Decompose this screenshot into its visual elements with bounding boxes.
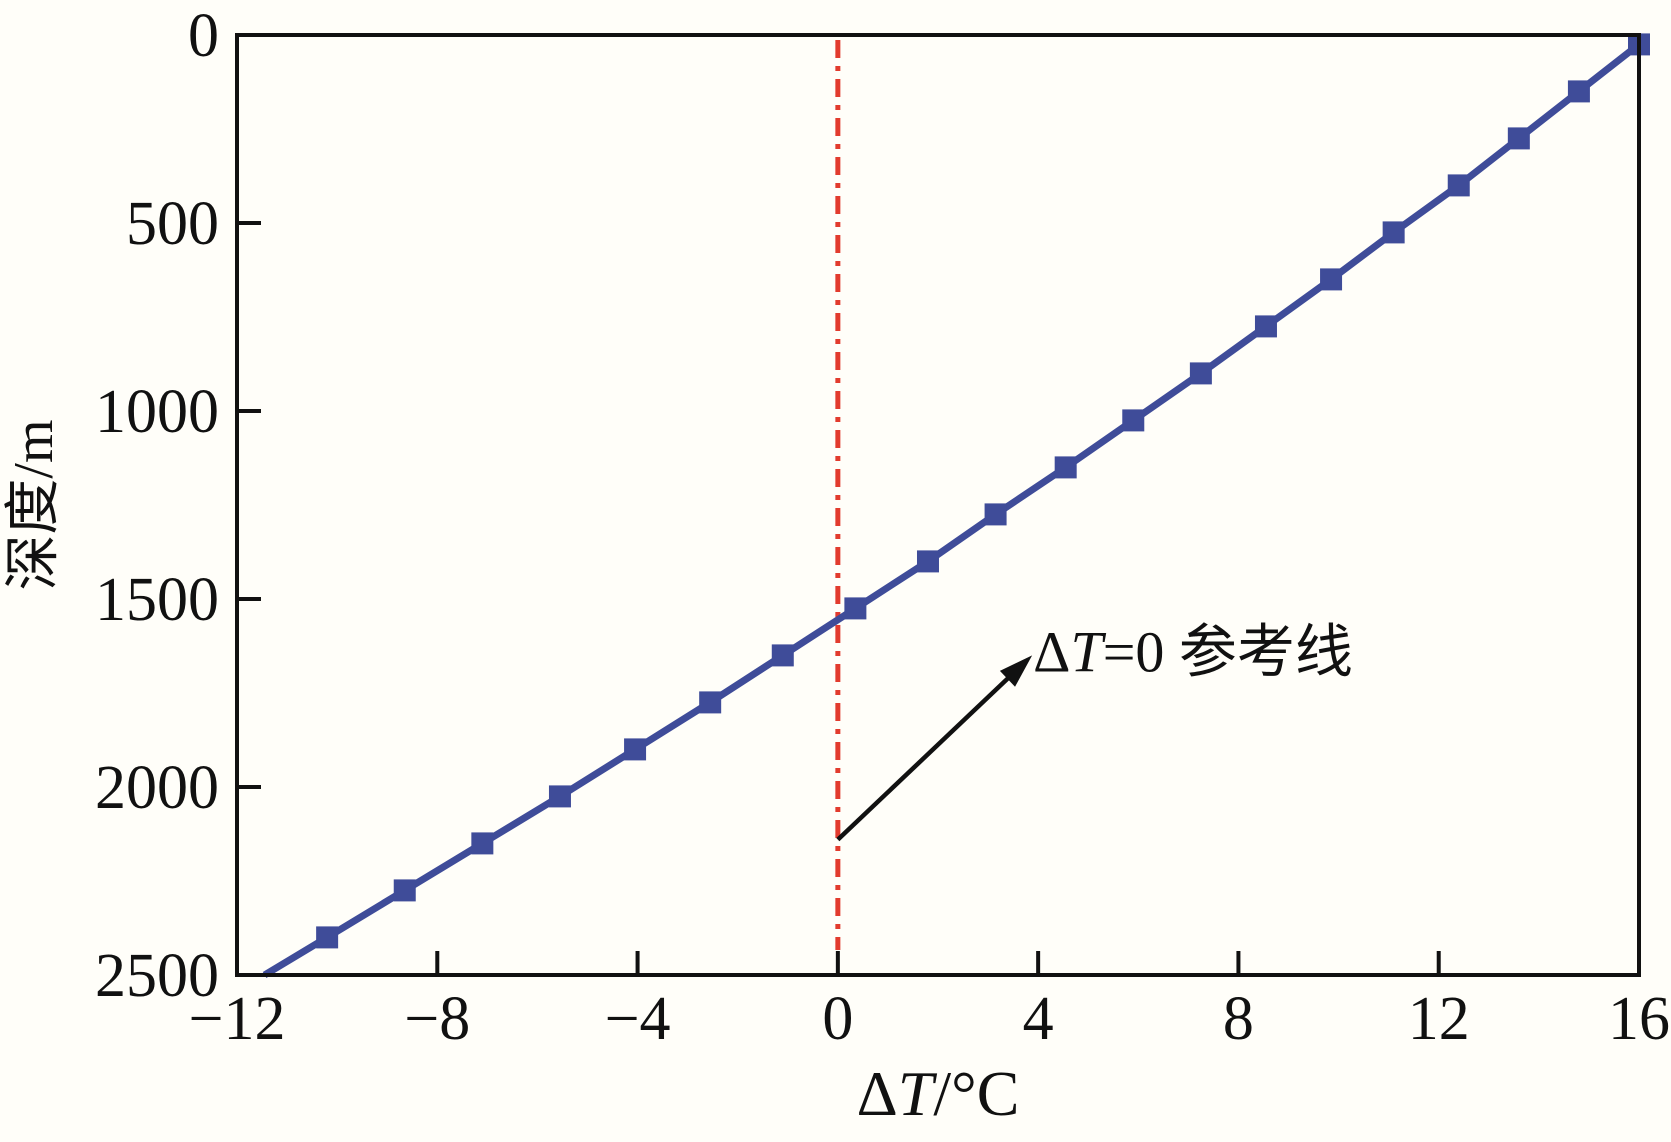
x-tick-label: 16 — [1608, 985, 1670, 1053]
x-tick-label: 0 — [822, 985, 853, 1053]
data-point-marker — [699, 691, 722, 714]
data-point-marker — [1507, 127, 1530, 150]
y-tick-label: 2000 — [95, 754, 219, 822]
data-point-marker — [916, 550, 939, 573]
x-tick-label: 8 — [1223, 985, 1254, 1053]
data-point-marker — [1447, 174, 1470, 197]
data-point-marker — [771, 644, 794, 667]
y-tick-label: 1500 — [95, 566, 219, 634]
x-tick-label: 4 — [1023, 985, 1054, 1053]
data-point-marker — [471, 832, 494, 855]
annotation-arrow-shaft — [836, 673, 1014, 842]
data-point-marker — [1054, 456, 1077, 479]
data-point-marker — [844, 597, 867, 620]
annotation-label: ΔT=0 参考线 — [1033, 620, 1353, 685]
x-tick-label: −12 — [189, 985, 286, 1053]
annotation-arrow-head — [999, 655, 1033, 687]
data-point-marker — [984, 503, 1007, 526]
data-point-marker — [548, 785, 571, 808]
data-point-marker — [1189, 362, 1212, 385]
x-tick-label: 12 — [1408, 985, 1470, 1053]
data-point-marker — [1382, 221, 1405, 244]
y-tick-label: 0 — [188, 2, 219, 70]
data-point-marker — [624, 738, 647, 761]
y-tick-label: 1000 — [95, 378, 219, 446]
data-point-marker — [393, 879, 416, 902]
data-point-marker — [1567, 80, 1590, 103]
axes-frame — [235, 33, 1641, 977]
data-point-marker — [316, 926, 339, 949]
data-point-marker — [1254, 315, 1277, 338]
y-axis-label: 深度/m — [3, 419, 65, 590]
y-tick-label: 2500 — [95, 942, 219, 1010]
x-axis-label: ΔT/°C — [857, 1058, 1020, 1129]
x-tick-label: −4 — [605, 985, 671, 1053]
data-point-marker — [1122, 409, 1145, 432]
y-tick-label: 500 — [126, 190, 219, 258]
data-point-marker — [1320, 268, 1343, 291]
x-tick-label: −8 — [404, 985, 470, 1053]
